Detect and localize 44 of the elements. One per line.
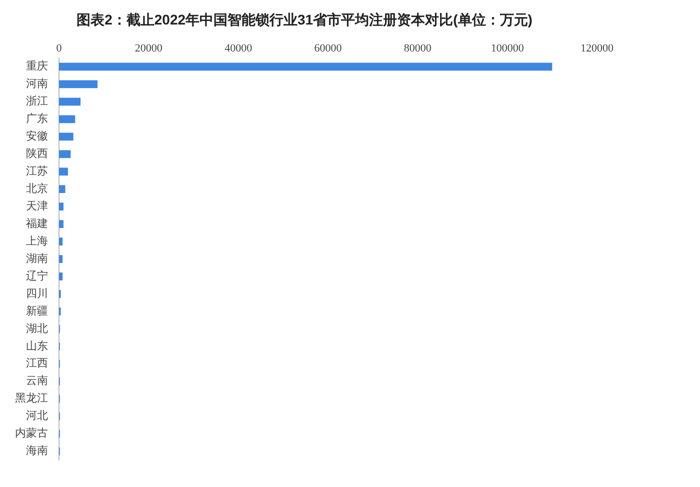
y-tick-label: 新疆 [26,304,48,318]
y-tick-label: 湖北 [26,322,48,335]
x-tick-label: 20000 [134,42,163,54]
bar [59,115,76,124]
y-tick-label: 北京 [26,182,48,195]
y-tick-label: 上海 [26,234,48,248]
y-tick-label: 内蒙古 [15,426,48,440]
bar [59,150,71,158]
y-tick-label: 天津 [26,199,48,212]
y-tick-label: 四川 [26,286,48,300]
x-tick-label: 40000 [224,42,253,54]
y-tick-label: 福建 [26,216,48,230]
y-tick-label: 江西 [26,356,48,370]
x-tick-label: 120000 [580,42,614,54]
bar [59,168,68,176]
y-tick-label: 河北 [26,409,48,422]
y-tick-label: 陕西 [26,146,48,160]
y-tick-label: 重庆 [26,60,48,73]
chart-title: 图表2：截止2022年中国智能锁行业31省市平均注册资本对比(单位：万元) [76,11,532,28]
y-tick-label: 安徽 [26,130,48,143]
bar [59,238,63,246]
x-tick-label: 100000 [490,42,524,54]
y-tick-label: 广东 [26,112,48,126]
y-tick-label: 江苏 [26,164,48,178]
y-tick-label: 辽宁 [26,269,48,282]
y-tick-label: 云南 [26,374,48,388]
bar [59,202,64,210]
y-tick-label: 浙江 [26,94,48,108]
bar [59,80,98,88]
y-tick-label: 黑龙江 [15,392,48,405]
bar [59,185,66,194]
y-tick-label: 山东 [26,339,48,352]
x-tick-label: 0 [56,42,62,54]
bar [59,220,64,228]
y-tick-label: 海南 [26,444,48,458]
y-tick-label: 湖南 [26,252,48,265]
bar [59,62,552,71]
bar [59,132,74,141]
bar [59,272,63,280]
x-tick-label: 80000 [404,42,432,54]
bar [59,98,81,106]
bar [59,255,63,263]
x-tick-label: 60000 [314,42,342,54]
y-tick-label: 河南 [26,77,48,90]
